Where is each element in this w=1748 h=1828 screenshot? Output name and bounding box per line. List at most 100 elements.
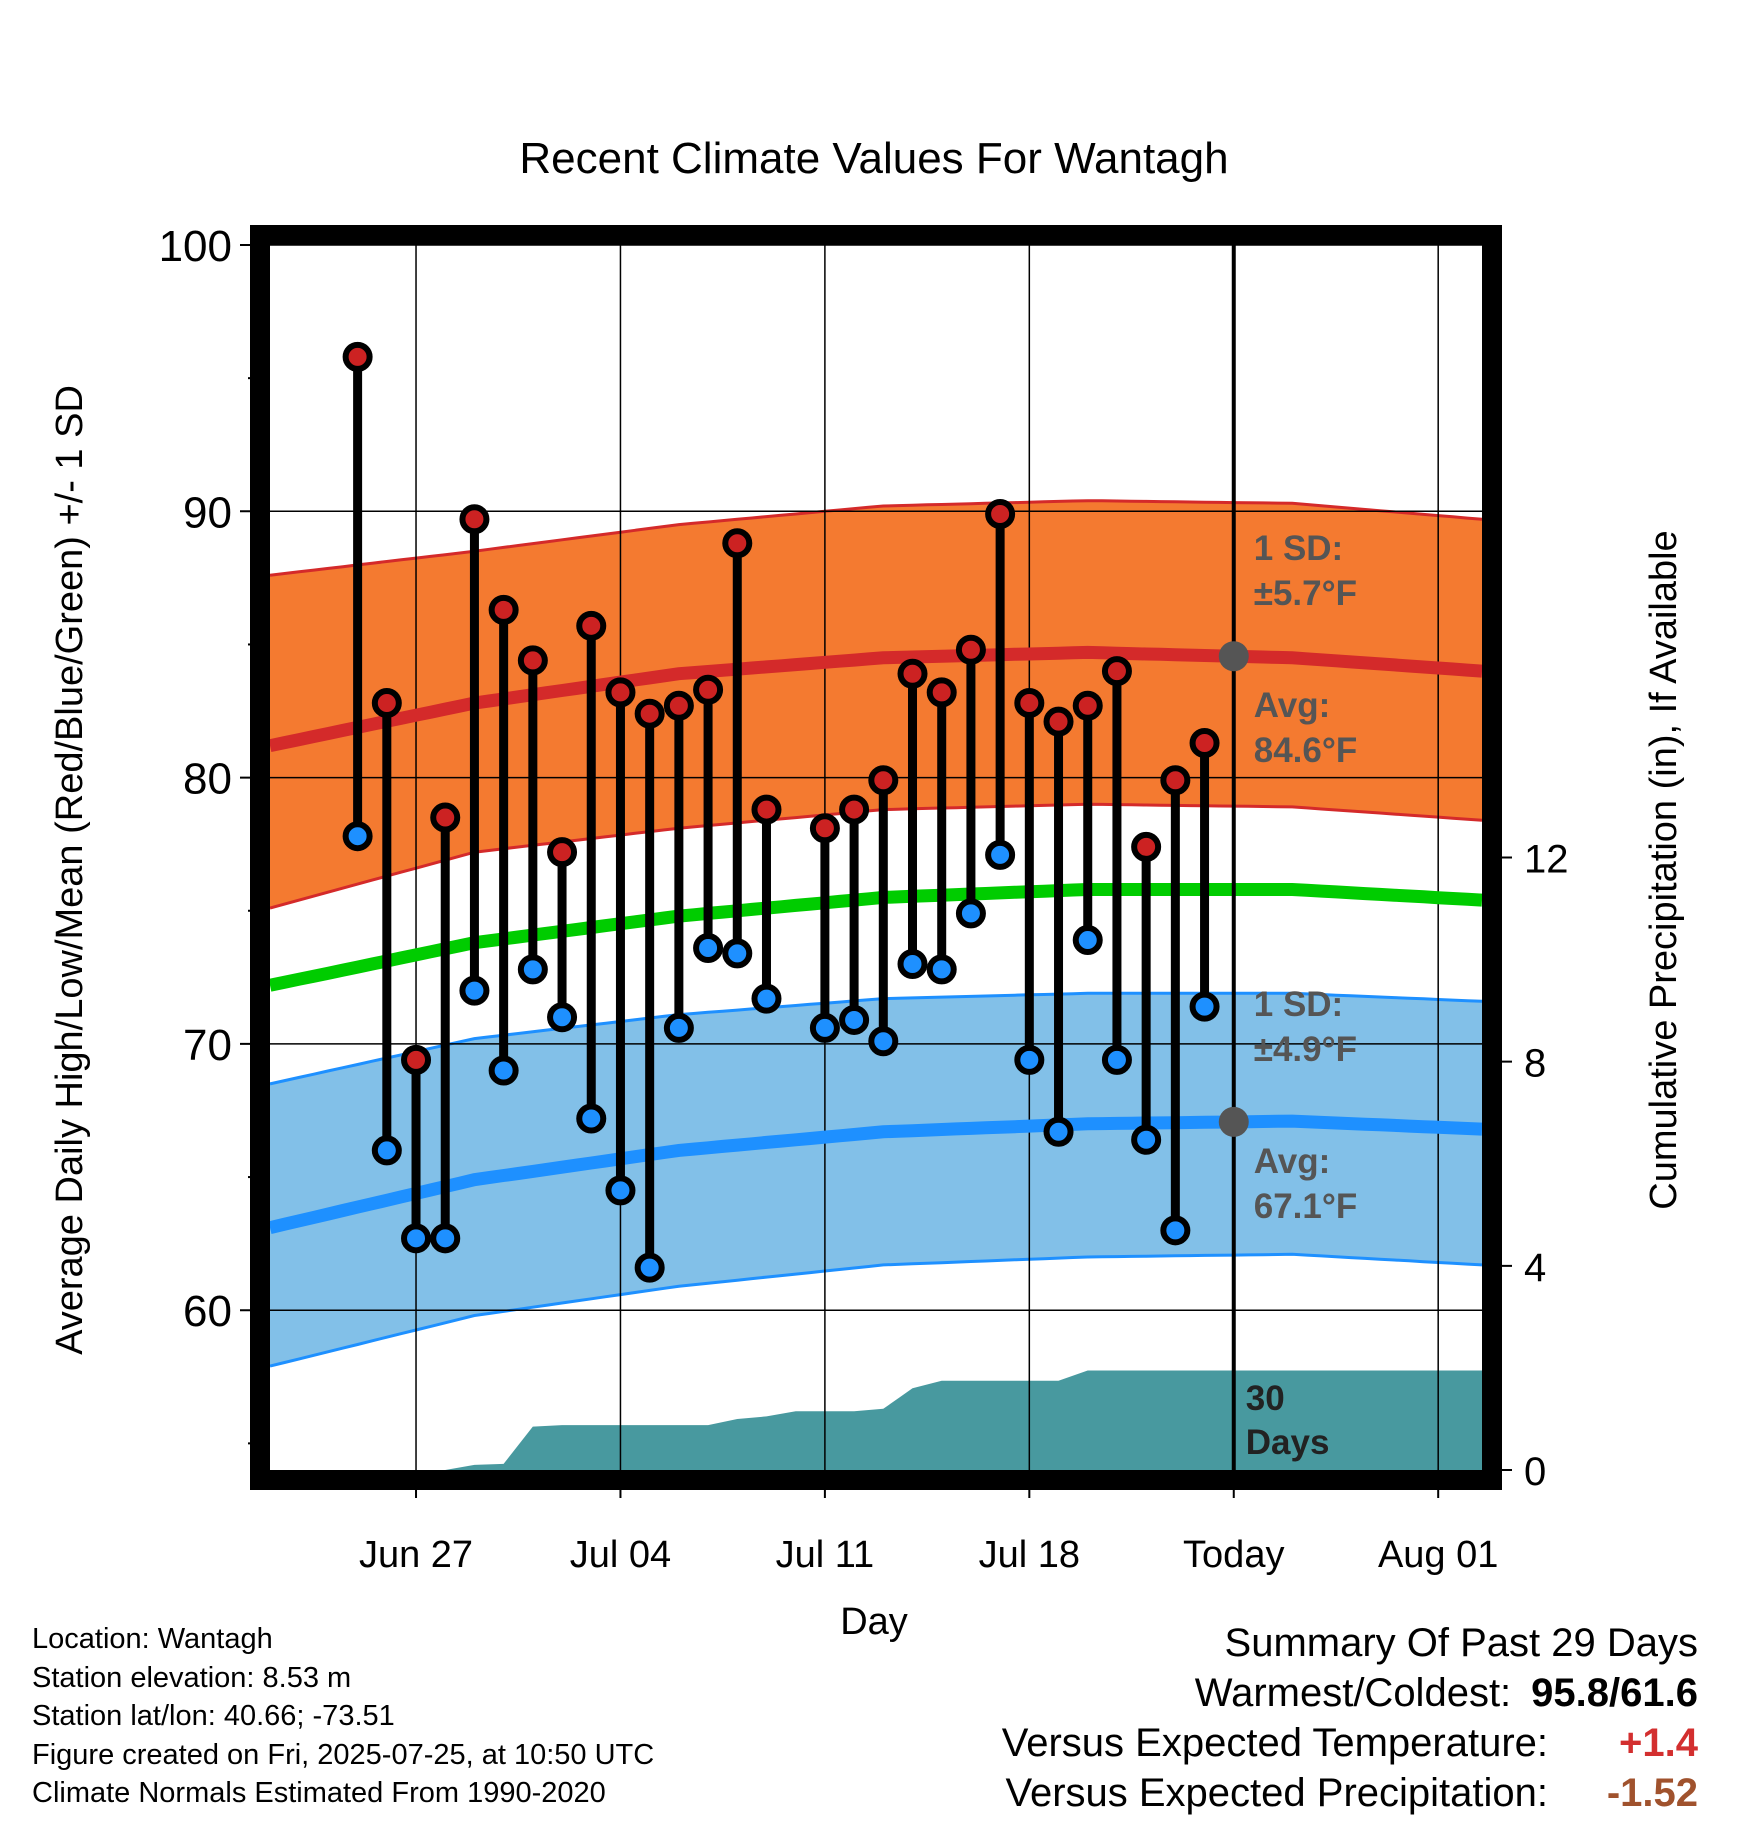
normal-low-band-lower-edge [269,1252,1483,1368]
daily-low-point [839,1004,870,1035]
high-avg-value: 84.6°F [1254,731,1358,770]
daily-low-point [868,1026,899,1057]
daily-low-point [1043,1116,1074,1147]
summary-precipitation: Versus Expected Precipitation: -1.52 [1002,1768,1698,1818]
normals-text: Climate Normals Estimated From 1990-2020 [32,1777,606,1809]
daily-high-point [693,674,724,705]
summary-temperature: Versus Expected Temperature: +1.4 [1002,1718,1698,1768]
daily-low-point [488,1055,519,1086]
daily-high-point [517,645,548,676]
daily-low-point [401,1223,432,1254]
created-text: Figure created on Fri, 2025-07-25, at 10… [32,1738,655,1771]
low-sd-label: 1 SD: [1254,985,1343,1024]
daily-low-point [663,1012,694,1043]
normal-high-band [270,500,1482,909]
precip-days-word: Days [1246,1423,1330,1462]
temp-value: +1.4 [1619,1721,1698,1765]
daily-high-point [839,794,870,825]
y-tick-label: 60 [183,1287,232,1336]
daily-high-point [1131,831,1162,862]
daily-high-point [1189,727,1220,758]
location-text: Location: Wantagh [32,1623,273,1655]
daily-high-point [430,802,461,833]
precip-cumulative-area [270,1370,1482,1470]
daily-high-point [459,504,490,535]
daily-low-point [693,933,724,964]
y-tick-label: 70 [183,1021,232,1070]
daily-low-point [547,1002,578,1033]
y2-tick-label: 0 [1524,1450,1546,1494]
y2-tick-label: 12 [1524,838,1569,882]
high-sd-value: ±5.7°F [1254,574,1357,613]
daily-high-point [342,341,373,372]
today-avg-high-point [1218,641,1249,672]
daily-high-point [868,765,899,796]
warmest-coldest-label: Warmest/Coldest: [1194,1671,1512,1715]
daily-low-point [1072,925,1103,956]
daily-high-point [488,594,519,625]
daily-low-point [576,1103,607,1134]
plot-area: 1 SD: ±5.7°F Avg: 84.6°F 1 SD: ±4.9°F Avg: 67.1… [159,222,1569,1576]
daily-high-point [722,528,753,559]
daily-low-point [634,1252,665,1283]
daily-low-point [371,1135,402,1166]
precip-value: -1.52 [1606,1771,1698,1815]
y-tick-label: 100 [159,222,232,271]
today-avg-low-point [1218,1106,1249,1137]
x-tick-label: Jul 11 [776,1534,875,1576]
x-tick-label: Today [1183,1534,1284,1576]
daily-low-point [1131,1124,1162,1155]
daily-low-point [605,1175,636,1206]
summary-title: Summary Of Past 29 Days [1224,1621,1698,1665]
x-tick-label: Jul 18 [979,1534,1080,1576]
daily-low-point [1160,1215,1191,1246]
daily-low-point [1014,1044,1045,1075]
daily-high-point [547,837,578,868]
precip-days-number: 30 [1246,1379,1285,1418]
y-axis-label: Average Daily High/Low/Mean (Red/Blue/Gr… [49,385,91,1355]
summary-warmest-coldest: Warmest/Coldest: 95.8/61.6 [1002,1668,1698,1718]
y-tick-label: 80 [183,755,232,804]
daily-high-point [371,688,402,719]
x-axis-label: Day [840,1601,908,1643]
summary-panel: Summary Of Past 29 Days Warmest/Coldest:… [1002,1618,1698,1818]
daily-high-point [1160,765,1191,796]
daily-high-point [401,1044,432,1075]
normal-low-line [268,1114,1483,1235]
daily-high-point [751,794,782,825]
daily-low-point [955,898,986,929]
daily-low-point [517,954,548,985]
daily-low-point [751,983,782,1014]
y2-tick-label: 4 [1524,1246,1546,1290]
normal-mean-line [268,883,1483,992]
daily-low-point [897,949,928,980]
daily-low-point [430,1223,461,1254]
daily-low-point [342,821,373,852]
x-tick-label: Jun 27 [359,1534,473,1576]
daily-high-point [1014,688,1045,719]
daily-low-point [809,1012,840,1043]
high-avg-label: Avg: [1254,686,1330,725]
daily-low-point [459,975,490,1006]
x-tick-label: Jul 04 [570,1534,671,1576]
low-avg-label: Avg: [1254,1142,1330,1181]
low-sd-value: ±4.9°F [1254,1030,1357,1069]
elevation-text: Station elevation: 8.53 m [32,1661,352,1694]
daily-high-point [985,498,1016,529]
daily-high-point [605,677,636,708]
y2-tick-label: 8 [1524,1042,1546,1086]
daily-high-point [809,813,840,844]
low-avg-value: 67.1°F [1254,1187,1358,1226]
precip-label: Versus Expected Precipitation: [1005,1771,1548,1815]
daily-high-point [1072,690,1103,721]
daily-high-point [663,690,694,721]
temp-label: Versus Expected Temperature: [1001,1721,1548,1765]
y2-axis-label: Cumulative Precipitation (in), If Availa… [1643,530,1685,1209]
chart-title: Recent Climate Values For Wantagh [519,134,1228,183]
daily-low-point [1101,1044,1132,1075]
high-sd-label: 1 SD: [1254,529,1343,568]
x-tick-label: Aug 01 [1378,1534,1498,1576]
daily-low-point [985,839,1016,870]
station-info: Location: Wantagh Station elevation: 8.5… [32,1620,654,1813]
